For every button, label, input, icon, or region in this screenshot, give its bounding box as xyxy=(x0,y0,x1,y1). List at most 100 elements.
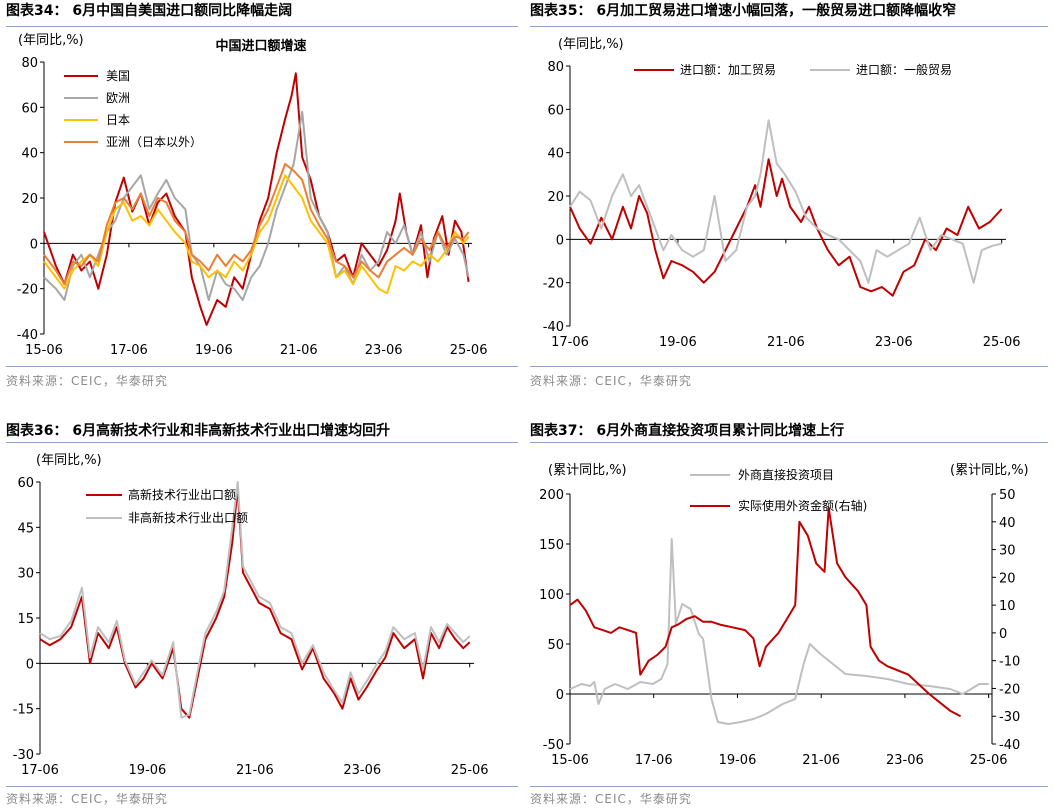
y-tick-label: 80 xyxy=(21,56,38,71)
chart-title: 图表34： 6月中国自美国进口额同比降幅走阔 xyxy=(6,3,293,19)
legend-label: 欧洲 xyxy=(106,91,130,105)
legend-label: 亚洲（日本以外） xyxy=(106,135,202,149)
y-axis-right-label: (累计同比,%) xyxy=(950,463,1029,478)
x-tick-label: 21-06 xyxy=(767,335,805,350)
y-right-tick-label: 30 xyxy=(999,544,1016,559)
x-tick-label: 25-06 xyxy=(451,763,489,778)
legend-label: 非高新技术行业出口额 xyxy=(128,510,248,525)
y-tick-label: -15 xyxy=(13,703,34,718)
y-tick-label: 0 xyxy=(556,233,564,248)
x-tick-label: 21-06 xyxy=(236,763,274,778)
y-right-tick-label: -20 xyxy=(999,682,1020,697)
series-line xyxy=(569,119,1002,284)
y-right-tick-label: -10 xyxy=(999,655,1020,670)
y-right-tick-label: 10 xyxy=(999,599,1016,614)
chart-inner-title: 中国进口额增速 xyxy=(215,38,306,54)
y-right-tick-label: -30 xyxy=(999,710,1020,725)
x-tick-label: 23-06 xyxy=(365,343,403,358)
x-tick-label: 17-06 xyxy=(635,753,673,768)
x-tick-label: 19-06 xyxy=(195,343,233,358)
chart-panel-36: 图表36： 6月高新技术行业和非高新技术行业出口增速均回升 -30 -15 0 15 3… xyxy=(6,420,522,809)
y-tick-label: -40 xyxy=(17,328,38,343)
series-line xyxy=(43,174,470,295)
source-divider xyxy=(6,786,518,787)
source-note: 资料来源：CEIC，华泰研究 xyxy=(530,374,692,388)
x-tick-label: 15-06 xyxy=(551,753,589,768)
chart-plot: -30 -15 0 15 30 45 60 17-06 19-06 21-06 23-06 25-06… xyxy=(13,453,489,778)
y-tick-label: 0 xyxy=(556,688,564,703)
series-line xyxy=(43,72,470,326)
y-tick-label: 30 xyxy=(17,567,34,582)
chart-title: 图表35： 6月加工贸易进口增速小幅回落，一般贸易进口额降幅收窄 xyxy=(530,3,957,19)
y-tick-label: 60 xyxy=(21,101,38,116)
legend-label: 进口额：加工贸易 xyxy=(680,63,776,77)
y-tick-label: 45 xyxy=(17,521,34,536)
series-line xyxy=(569,506,962,718)
x-tick-label: 23-06 xyxy=(886,753,924,768)
x-tick-label: 17-06 xyxy=(21,763,59,778)
y-tick-label: 150 xyxy=(539,538,564,553)
y-tick-label: 100 xyxy=(539,588,564,603)
x-tick-label: 25-06 xyxy=(450,343,488,358)
x-tick-label: 21-06 xyxy=(802,753,840,768)
chart-panel-35: 图表35： 6月加工贸易进口增速小幅回落，一般贸易进口额降幅收窄 -40 -20 0… xyxy=(530,0,1050,392)
y-tick-label: 15 xyxy=(17,612,34,627)
source-note: 资料来源：CEIC，华泰研究 xyxy=(6,792,168,806)
legend-label: 进口额：一般贸易 xyxy=(856,62,952,77)
x-tick-label: 25-06 xyxy=(983,335,1021,350)
series-line xyxy=(569,158,1003,297)
x-tick-label: 15-06 xyxy=(25,343,63,358)
source-divider xyxy=(6,366,518,367)
y-right-tick-label: 50 xyxy=(999,488,1016,503)
legend-label: 外商直接投资项目 xyxy=(738,467,834,482)
y-tick-label: 50 xyxy=(547,638,564,653)
legend-label: 美国 xyxy=(106,69,130,83)
source-divider xyxy=(530,786,1048,787)
y-tick-label: -30 xyxy=(13,748,34,763)
title-divider xyxy=(530,442,1048,443)
x-tick-label: 23-06 xyxy=(343,763,381,778)
y-tick-label: -50 xyxy=(543,738,564,753)
chart-plot: -50 0 50 100 150 200 -40 -30 -20 -10 0 10 20 30 40 50 (累… xyxy=(539,463,1029,768)
series-line xyxy=(43,163,470,286)
y-tick-label: 20 xyxy=(21,192,38,207)
y-axis-label: (年同比,%) xyxy=(36,453,102,468)
title-divider xyxy=(6,442,518,443)
y-right-tick-label: 0 xyxy=(999,627,1007,642)
y-right-tick-label: -40 xyxy=(999,738,1020,753)
series-line xyxy=(39,481,471,719)
x-tick-label: 17-06 xyxy=(110,343,148,358)
legend-label: 日本 xyxy=(106,113,130,127)
title-divider xyxy=(530,26,1048,27)
series-line xyxy=(43,110,470,301)
x-tick-label: 17-06 xyxy=(551,335,589,350)
y-tick-label: 60 xyxy=(17,476,34,491)
y-tick-label: -20 xyxy=(17,283,38,298)
x-tick-label: 23-06 xyxy=(875,335,913,350)
y-right-tick-label: 20 xyxy=(999,571,1016,586)
legend-label: 高新技术行业出口额 xyxy=(128,487,236,502)
chart-plot: -40 -20 0 20 40 60 80 15-06 17-06 19-06 21-06 23-06… xyxy=(17,33,488,358)
x-tick-label: 19-06 xyxy=(719,753,757,768)
x-tick-label: 19-06 xyxy=(129,763,167,778)
chart-title: 图表36： 6月高新技术行业和非高新技术行业出口增速均回升 xyxy=(6,423,391,439)
y-tick-label: 60 xyxy=(547,103,564,118)
y-tick-label: -20 xyxy=(543,277,564,292)
legend-label: 实际使用外资金额(右轴) xyxy=(738,498,867,513)
y-tick-label: 0 xyxy=(26,657,34,672)
x-tick-label: 21-06 xyxy=(280,343,318,358)
source-divider xyxy=(530,366,1048,367)
series-line xyxy=(39,487,471,719)
y-tick-label: 40 xyxy=(21,147,38,162)
series-line xyxy=(569,538,989,725)
y-tick-label: 20 xyxy=(547,190,564,205)
y-tick-label: 40 xyxy=(547,147,564,162)
x-tick-label: 19-06 xyxy=(659,335,697,350)
y-axis-label: (累计同比,%) xyxy=(548,463,627,478)
chart-panel-34: 图表34： 6月中国自美国进口额同比降幅走阔 -40 -20 0 20 40 60 80 15… xyxy=(6,0,522,392)
y-tick-label: -40 xyxy=(543,320,564,335)
x-tick-label: 25-06 xyxy=(970,753,1008,768)
source-note: 资料来源：CEIC，华泰研究 xyxy=(530,792,692,806)
chart-panel-37: 图表37： 6月外商直接投资项目累计同比增速上行 -50 0 50 100 150 200… xyxy=(530,420,1050,809)
chart-plot: -40 -20 0 20 40 60 80 17-06 19-06 21-06 23-06 25-06… xyxy=(543,37,1021,350)
